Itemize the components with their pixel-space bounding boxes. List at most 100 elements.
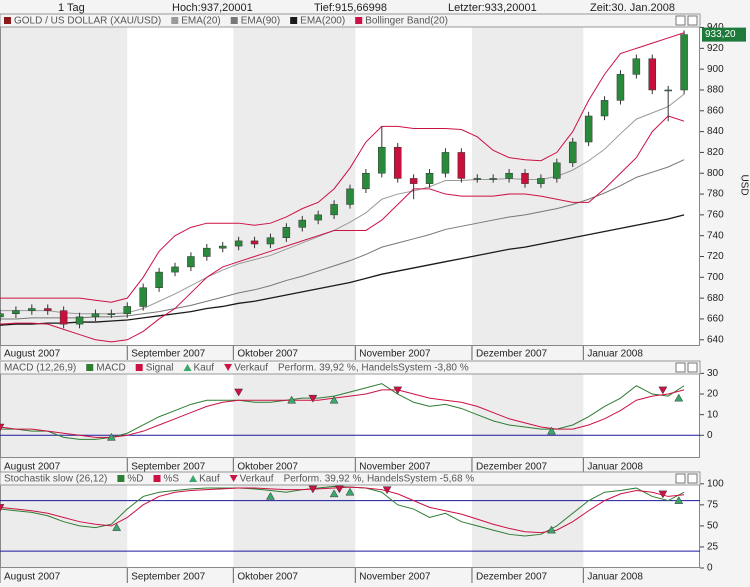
y-tick-label: 0 [707,430,713,441]
high: Hoch:937,20001 [172,2,253,14]
signal-marker [345,487,355,496]
indicator-line [0,32,685,303]
y-tick-label: 100 [707,478,724,489]
candle-body [680,34,688,91]
indicator-line [0,115,685,343]
candle-body [123,306,132,314]
month-label: August 2007 [4,349,61,360]
legend-symbol [171,17,179,24]
legend-label: Stochastik slow (26,12) [4,474,107,485]
month-label: Oktober 2007 [237,349,298,360]
candle-body [282,227,291,239]
indicator-line [0,159,685,320]
panel-button[interactable] [675,362,686,373]
candle-body [393,146,402,179]
candle-body [314,214,322,221]
signal-marker [234,388,244,397]
candle-body [203,247,211,257]
candle-body [600,100,609,117]
time: Zeit:30. Jan.2008 [590,2,675,14]
candle-body [568,141,577,164]
candle-body [425,172,434,184]
month-label: Dezember 2007 [476,349,548,360]
candle-body [489,178,497,180]
month-label: Dezember 2007 [476,462,548,473]
y-tick-label: 900 [707,64,724,75]
month-band [0,361,128,458]
last-price-box [702,27,746,42]
candle-body [330,204,338,216]
candle-body [298,219,307,228]
legend-label: Signal [146,363,174,374]
legend-symbol [86,364,94,371]
last-price-label: 933,20 [705,29,736,40]
y-tick-label: 680 [707,293,724,304]
signal-marker [112,523,122,531]
month-label: Dezember 2007 [476,572,548,583]
month-label: August 2007 [4,572,61,583]
candle-body [12,310,20,314]
legend-symbol [355,17,363,24]
candle-body [473,178,482,180]
y-tick-label: 700 [707,272,724,283]
legend-label: GOLD / US DOLLAR (XAU/USD) [14,16,161,27]
panel-button[interactable] [687,15,698,26]
candle-body [553,162,561,179]
legend-label: Verkauf [240,474,274,485]
legend-label: %D [127,474,143,485]
y-tick-label: 800 [707,168,724,179]
legend-label: EMA(90) [241,16,280,27]
y-tick-label: 75 [707,499,719,510]
panel-button[interactable] [675,15,686,26]
month-band [0,472,128,568]
month-label: September 2007 [131,349,205,360]
y-tick-label: 880 [707,85,724,96]
signal-marker [0,504,5,512]
candle-body [378,146,386,174]
candle-body [75,316,84,325]
legend-label: Verkauf [234,363,268,374]
candle-body [218,245,227,249]
month-band [233,14,356,346]
signal-marker [287,395,297,404]
y-tick-label: 920 [707,43,724,54]
legend-symbol [230,17,238,24]
month-label: Oktober 2007 [237,572,298,583]
y-tick-label: 0 [707,563,713,574]
candle-body [0,313,4,318]
last: Letzter:933,20001 [448,2,537,14]
y-tick-label: 860 [707,105,724,116]
signal-marker [0,423,5,432]
legend-symbol [224,364,233,371]
signal-marker [329,395,339,404]
candle-body [616,74,625,101]
candle-body [234,240,243,247]
panel-button[interactable] [687,362,698,373]
legend-symbol [153,475,161,482]
legend-label: Perform. 39,92 %, HandelsSystem -3,80 % [278,363,469,374]
candle-body [505,172,513,179]
legend-label: MACD (12,26,9) [4,363,76,374]
month-label: Januar 2008 [587,349,643,360]
y-tick-label: 820 [707,147,724,158]
legend-label: MACD [96,363,125,374]
month-label: November 2007 [359,572,431,583]
legend-label: EMA(200) [300,16,345,27]
y-tick-label: 780 [707,189,724,200]
signal-marker [658,386,668,395]
month-label: November 2007 [359,349,431,360]
candle-body [537,178,545,184]
signal-marker [547,426,556,435]
legend-label: EMA(20) [181,16,220,27]
candle-body [43,308,52,311]
legend-symbol [189,475,198,482]
y-axis-label: USD [738,174,749,195]
legend-symbol [290,17,298,24]
panel-button[interactable] [687,473,698,484]
panel-button[interactable] [675,473,686,484]
candle-body [250,240,259,245]
candle-body [362,172,370,190]
candle-body [409,178,418,184]
legend-bar [0,360,701,375]
